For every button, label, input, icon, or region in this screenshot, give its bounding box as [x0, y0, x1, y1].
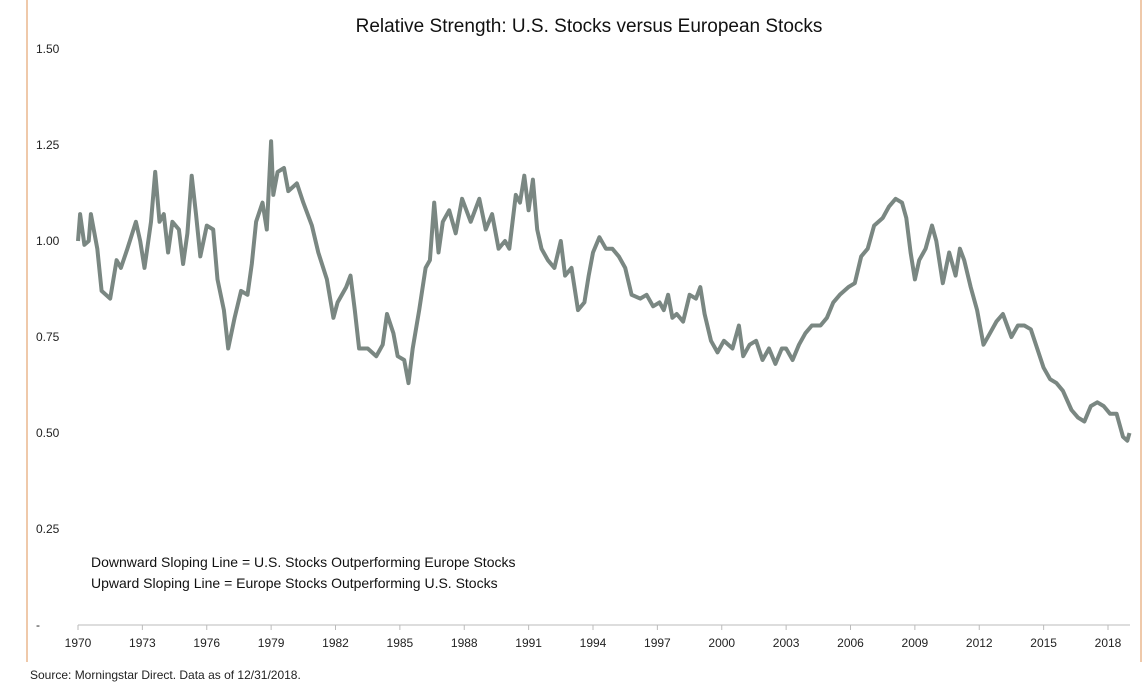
x-tick-label: 2018: [1095, 636, 1122, 650]
y-tick-label: 0.75: [36, 330, 60, 344]
x-tick-label: 1988: [451, 636, 478, 650]
y-tick-label: 1.25: [36, 138, 60, 152]
x-tick-label: 2009: [902, 636, 929, 650]
y-tick-label: -: [36, 618, 40, 632]
x-tick-label: 1994: [580, 636, 607, 650]
x-tick-label: 1976: [193, 636, 220, 650]
source-note: Source: Morningstar Direct. Data as of 1…: [30, 668, 301, 682]
y-axis: - 0.25 0.50 0.75 1.00 1.25 1.50: [36, 42, 60, 632]
y-tick-label: 0.25: [36, 522, 60, 536]
annotation-downward: Downward Sloping Line = U.S. Stocks Outp…: [91, 554, 515, 570]
x-tick-label: 1973: [129, 636, 156, 650]
left-border: [26, 0, 28, 662]
x-tick-label: 2006: [837, 636, 864, 650]
x-tick-label: 2003: [773, 636, 800, 650]
y-tick-label: 0.50: [36, 426, 60, 440]
x-axis: 1970 1973 1976 1979 1982 1985 1988 1991 1994 1997…: [65, 624, 1130, 650]
series-line: [76, 139, 1132, 443]
x-tick-label: 1982: [322, 636, 349, 650]
x-tick-label: 2000: [708, 636, 735, 650]
x-tick-label: 1970: [65, 636, 92, 650]
x-tick-label: 1979: [258, 636, 285, 650]
x-tick-label: 2015: [1030, 636, 1057, 650]
y-tick-label: 1.00: [36, 234, 60, 248]
right-border: [1140, 0, 1142, 662]
y-tick-label: 1.50: [36, 42, 60, 56]
chart-title: Relative Strength: U.S. Stocks versus Eu…: [355, 16, 823, 37]
x-tick-label: 1985: [387, 636, 414, 650]
x-tick-label: 2012: [966, 636, 993, 650]
x-tick-label: 1991: [515, 636, 542, 650]
annotation-upward: Upward Sloping Line = Europe Stocks Outp…: [91, 575, 498, 591]
x-tick-label: 1997: [644, 636, 671, 650]
